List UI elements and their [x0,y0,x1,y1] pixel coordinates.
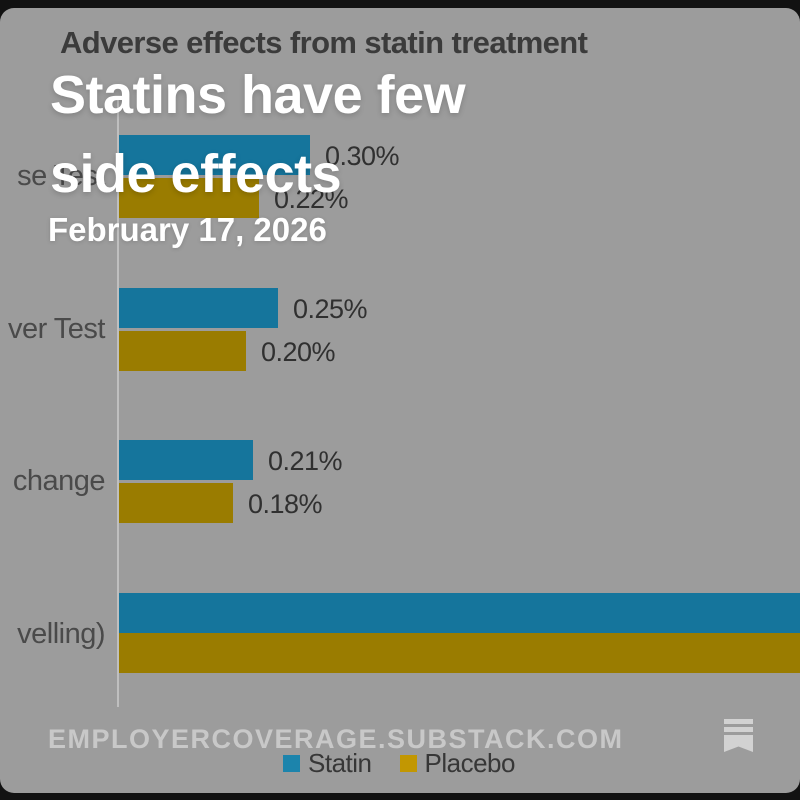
legend-label-placebo: Placebo [424,748,516,778]
legend-label-statin: Statin [308,748,372,778]
bar-value-label: 0.20% [261,337,336,367]
legend-swatch-statin [283,755,300,772]
substack-logo-bookmark [724,735,753,752]
plot-area: se Test 0.30% 0.22% ver Test 0.25% 0.20% chang… [0,8,800,793]
substack-logo-bar [724,719,753,724]
overlay-title-line1: Statins have few [50,65,466,125]
overlay-date: February 17, 2026 [48,211,327,248]
bar-value-label: 0.30% [325,141,400,171]
category-label: ver Test [7,313,106,345]
post-preview-card[interactable]: Adverse effects from statin treatment se… [0,8,800,793]
bar-value-label: 0.18% [248,489,323,519]
bar-statin [119,135,310,175]
bar-placebo [119,483,233,523]
y-axis-line [117,100,119,707]
category-label: se Test [17,160,105,192]
bar-value-label: 0.22% [274,184,349,214]
category-label: change [12,465,106,497]
overlay-title-line2: side effects [50,144,342,204]
site-url[interactable]: EMPLOYERCOVERAGE.SUBSTACK.COM [48,724,624,754]
substack-logo-bar [724,727,753,732]
overlay-title: Statins have few side effects [50,56,466,214]
legend-swatch-placebo [399,755,417,772]
bar-value-label: 0.21% [268,446,343,476]
bar-placebo [119,331,246,371]
category-label: velling) [17,618,105,650]
bar-statin [119,593,800,633]
bar-placebo [119,633,800,673]
chart-legend: Statin Placebo [283,748,543,779]
substack-logo-icon[interactable] [724,719,753,752]
bar-statin [119,440,253,480]
chart-title: Adverse effects from statin treatment [60,25,588,60]
bar-value-label: 0.25% [293,294,368,324]
bar-placebo [119,178,259,218]
bar-statin [119,288,278,328]
